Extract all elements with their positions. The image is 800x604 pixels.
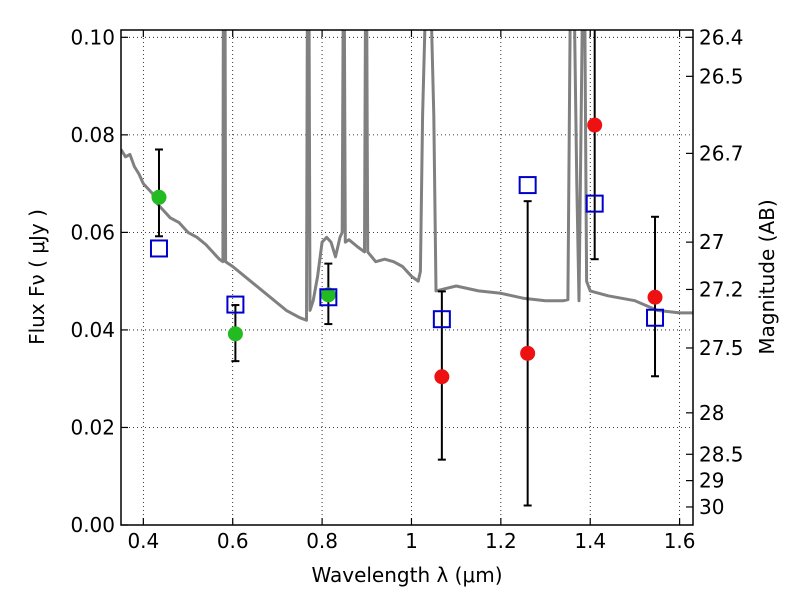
x-tick-label: 1.4 <box>574 529 606 553</box>
x-tick-label: 0.8 <box>306 529 338 553</box>
data-point <box>227 326 243 342</box>
model-spectrum-line <box>121 30 693 322</box>
data-point <box>647 289 663 305</box>
plot-frame <box>120 29 694 526</box>
right-tick-label: 26.7 <box>699 141 744 165</box>
data-point <box>320 287 336 303</box>
model-square <box>226 295 245 314</box>
y-tick-label: 0.08 <box>70 123 115 147</box>
right-tick-label: 27 <box>699 230 724 254</box>
plot-area <box>121 30 693 525</box>
y-tick-label: 0.00 <box>70 513 115 537</box>
markers <box>149 117 665 385</box>
x-tick-label: 0.6 <box>217 529 249 553</box>
right-tick-label: 27.2 <box>699 277 744 301</box>
x-tick-label: 1.2 <box>485 529 517 553</box>
right-tick-label: 28 <box>699 401 724 425</box>
model-square <box>646 308 665 327</box>
right-tick-label: 29 <box>699 469 724 493</box>
x-tick-label: 0.4 <box>127 529 159 553</box>
model-square <box>518 176 537 195</box>
y-tick-label: 0.02 <box>70 415 115 439</box>
model-square <box>585 194 604 213</box>
y-tick-label: 0.06 <box>70 220 115 244</box>
data-point <box>587 117 603 133</box>
x-tick-label: 1 <box>405 529 418 553</box>
data-layer <box>121 30 693 322</box>
y-axis-title: Flux Fν ( μJy ) <box>25 209 49 345</box>
model-square <box>432 310 451 329</box>
right-tick-label: 28.5 <box>699 442 744 466</box>
right-tick-label: 26.5 <box>699 64 744 88</box>
model-square <box>319 288 338 307</box>
x-tick-label: 1.6 <box>664 529 696 553</box>
data-point <box>434 369 450 385</box>
y-tick-label: 0.04 <box>70 318 115 342</box>
x-axis-title: Wavelength λ (μm) <box>311 563 502 587</box>
data-point <box>151 189 167 205</box>
right-tick-label: 27.5 <box>699 336 744 360</box>
model-square <box>149 239 168 258</box>
y-tick-label: 0.10 <box>70 25 115 49</box>
right-tick-label: 26.4 <box>699 25 744 49</box>
ticks: 0.4 0.6 0.8 1 1.2 1.4 1.6 0.00 0.02 0.04 0.06 0.08 0… <box>70 25 743 553</box>
right-tick-label: 30 <box>699 495 724 519</box>
right-axis-title: Magnitude (AB) <box>755 199 779 354</box>
data-point <box>520 345 536 361</box>
